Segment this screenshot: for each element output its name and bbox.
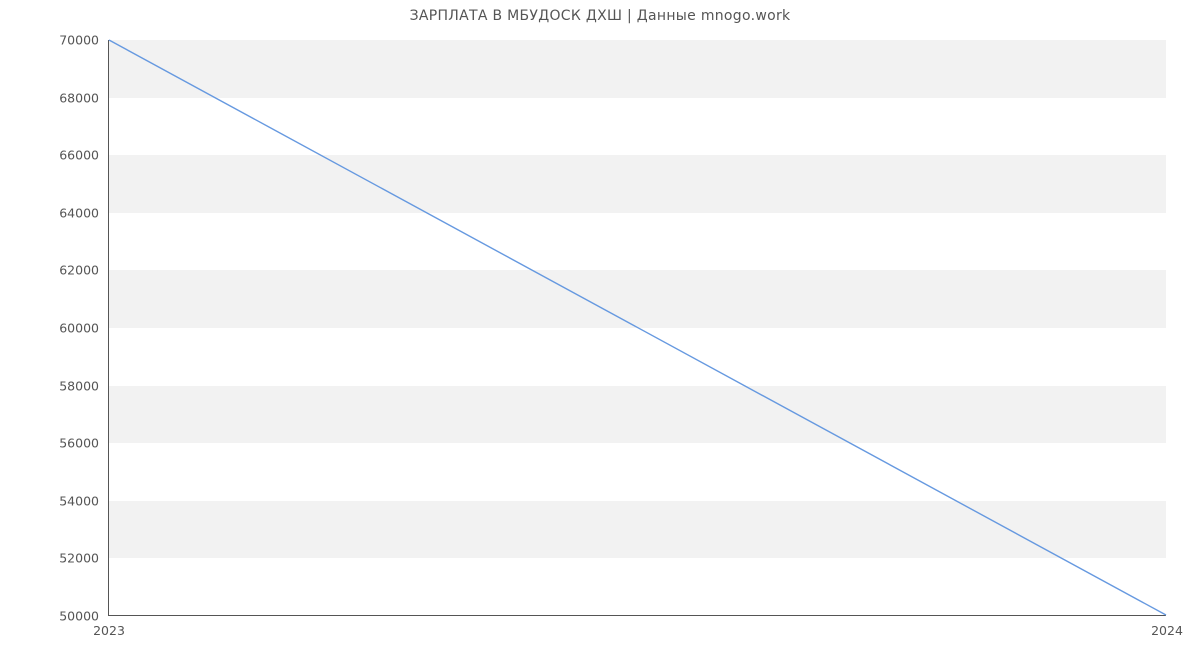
y-tick-label: 58000 (59, 378, 109, 393)
x-tick-label: 2024 (1151, 615, 1183, 638)
y-tick-label: 52000 (59, 551, 109, 566)
salary-line-chart: ЗАРПЛАТА В МБУДОСК ДХШ | Данные mnogo.wo… (0, 0, 1200, 650)
y-tick-label: 64000 (59, 205, 109, 220)
series-line-salary (109, 40, 1166, 615)
y-tick-label: 68000 (59, 90, 109, 105)
y-tick-label: 60000 (59, 321, 109, 336)
y-tick-label: 66000 (59, 148, 109, 163)
y-tick-label: 56000 (59, 436, 109, 451)
line-layer (109, 40, 1166, 615)
y-tick-label: 62000 (59, 263, 109, 278)
y-tick-label: 54000 (59, 493, 109, 508)
chart-title: ЗАРПЛАТА В МБУДОСК ДХШ | Данные mnogo.wo… (0, 8, 1200, 24)
y-tick-label: 70000 (59, 33, 109, 48)
plot-area: 5000052000540005600058000600006200064000… (108, 40, 1166, 616)
x-tick-label: 2023 (93, 615, 125, 638)
